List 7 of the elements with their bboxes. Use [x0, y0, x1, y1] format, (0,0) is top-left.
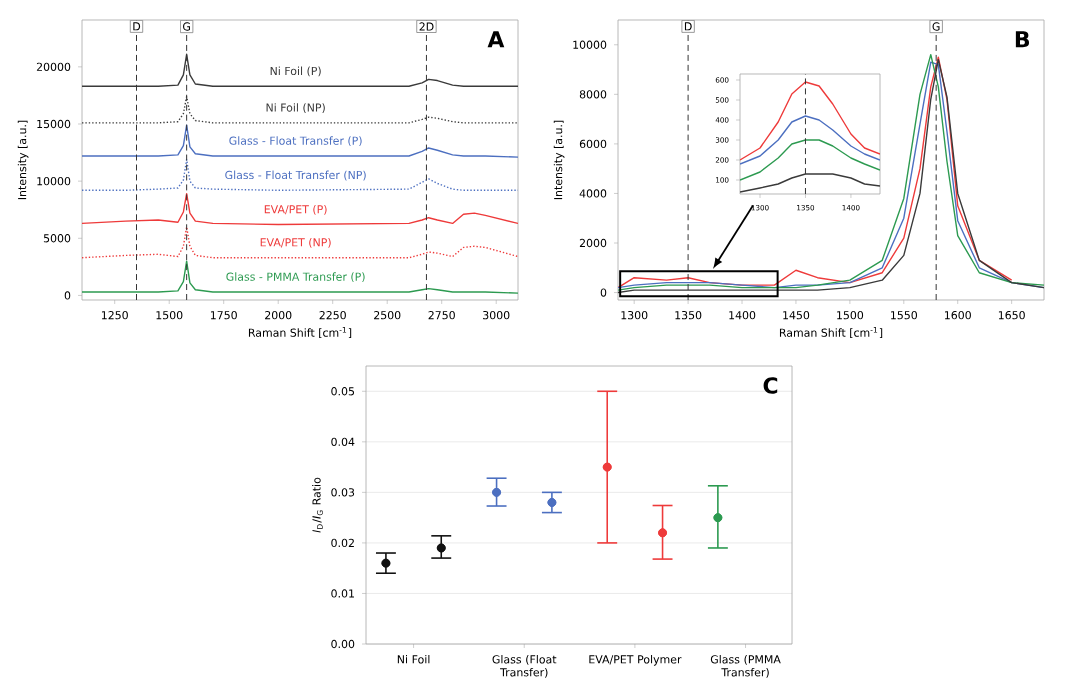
line-series — [740, 115, 881, 165]
line-series — [740, 139, 881, 181]
line-series — [82, 193, 519, 226]
line-series — [740, 81, 881, 161]
annotation: A — [487, 31, 505, 48]
annotation: B — [1015, 31, 1030, 48]
annotation: C — [763, 377, 778, 394]
